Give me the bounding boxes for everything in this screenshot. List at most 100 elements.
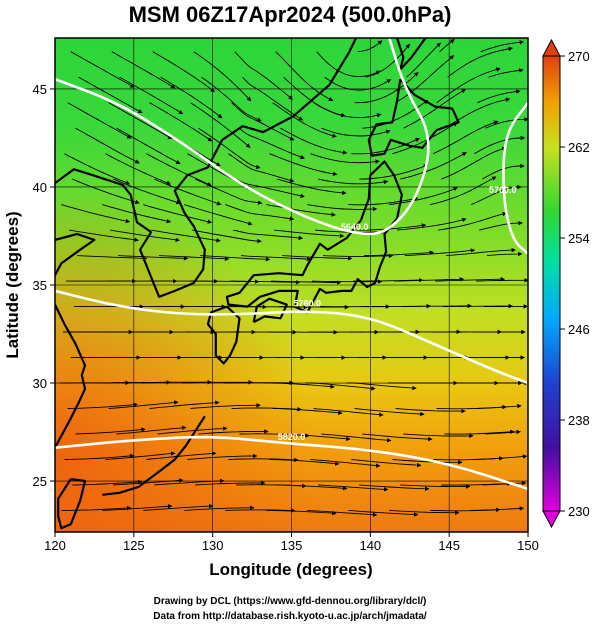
- streamline-42: [444, 429, 515, 435]
- streamline-19: [400, 484, 471, 489]
- colorbar-tick-label-3: 246: [568, 322, 590, 337]
- streamline-12: [113, 478, 184, 486]
- streamline-114: [200, 255, 271, 262]
- streamline-104: [230, 280, 301, 285]
- streamline-47: [190, 403, 261, 409]
- streamline-129: [356, 223, 427, 231]
- colorbar-body: [542, 55, 561, 512]
- streamline-150: [318, 178, 389, 185]
- streamline-135: [143, 204, 213, 224]
- streamline-193: [283, 76, 346, 118]
- streamline-159: [228, 153, 295, 183]
- streamline-7: [348, 509, 419, 517]
- streamline-38: [280, 433, 351, 442]
- streamline-18: [359, 484, 430, 491]
- streamline-172: [321, 127, 391, 137]
- colorbar-tick-label-4: 238: [568, 413, 590, 428]
- streamline-36: [198, 429, 269, 435]
- streamline-110: [475, 278, 528, 283]
- streamline-26: [228, 457, 299, 463]
- streamline-165: [474, 135, 526, 155]
- streamline-186: [436, 67, 501, 104]
- y-axis-ticks: 25 30 35 40 45: [33, 82, 55, 489]
- y-tick-label-1: 30: [33, 376, 47, 391]
- streamline-34: [116, 425, 187, 435]
- y-axis-label: Latitude (degrees): [3, 211, 22, 358]
- streamline-141: [389, 187, 458, 206]
- streamline-174: [403, 88, 467, 129]
- streamline-170: [239, 127, 305, 160]
- streamline-180: [190, 102, 251, 148]
- streamline-16: [277, 484, 348, 491]
- streamline-138: [266, 204, 336, 217]
- streamline-169: [198, 127, 261, 169]
- streamline-164: [433, 120, 499, 155]
- streamline-46: [149, 400, 220, 409]
- streamline-200: [111, 51, 176, 89]
- colorbar-tick-label-5: 230: [568, 504, 590, 519]
- colorbar: 270 262 254 246 238 230: [542, 38, 590, 529]
- coastline-shandong: [55, 232, 96, 276]
- y-tick-label-0: 25: [33, 474, 47, 489]
- streamline-28: [310, 459, 381, 468]
- streamline-13: [154, 478, 225, 486]
- streamline-4: [225, 508, 296, 513]
- streamline-207: [439, 38, 455, 53]
- coastline-honshu-north: [225, 160, 403, 314]
- streamline-45: [108, 400, 179, 409]
- streamline-185: [395, 55, 455, 104]
- streamline-40: [362, 433, 433, 442]
- streamline-136: [184, 204, 253, 226]
- colorbar-tick-label-2: 254: [568, 231, 590, 246]
- streamline-8: [389, 509, 460, 515]
- streamline-122: [69, 229, 139, 242]
- streamline-117: [322, 253, 394, 259]
- x-axis-ticks: 120 125 130 135 140 145 150: [44, 532, 539, 553]
- streamline-23: [105, 451, 176, 460]
- streamline-39: [321, 433, 392, 443]
- contour-label-1: 5700.0: [489, 185, 517, 195]
- streamline-131: [438, 211, 507, 231]
- streamline-137: [225, 204, 295, 221]
- streamline-197: [447, 46, 514, 78]
- streamline-111: [77, 255, 148, 261]
- streamline-108: [393, 277, 465, 282]
- streamline-112: [118, 255, 189, 261]
- streamline-187: [477, 89, 521, 104]
- streamline-125: [192, 229, 262, 244]
- streamline-11: [72, 479, 143, 486]
- streamline-43: [485, 429, 521, 435]
- coastline-china-north: [55, 168, 94, 184]
- coastline-korea-west: [92, 174, 152, 234]
- streamline-192: [242, 76, 304, 121]
- streamline-205: [316, 51, 381, 78]
- streamline-29: [351, 459, 422, 468]
- credit-line-1: Drawing by DCL (https://www.gfd-dennou.o…: [154, 596, 427, 607]
- streamline-201: [152, 51, 215, 93]
- coastline-china-east: [55, 304, 87, 449]
- streamline-191: [201, 76, 262, 122]
- streamline-184: [354, 72, 419, 104]
- streamline-50: [313, 408, 384, 417]
- streamline-2: [143, 503, 214, 511]
- streamline-116: [281, 255, 353, 261]
- colorbar-tick-label-1: 262: [568, 140, 590, 155]
- streamline-35: [157, 426, 228, 435]
- streamline-203: [234, 51, 294, 100]
- streamline-120: [445, 247, 517, 257]
- streamline-194: [324, 76, 392, 91]
- streamline-188: [78, 76, 143, 114]
- streamline-196: [406, 42, 441, 78]
- x-tick-label-1: 125: [123, 538, 145, 553]
- streamline-62: [346, 382, 417, 391]
- streamline-41: [403, 433, 474, 439]
- streamline-126: [233, 229, 304, 241]
- streamline-27: [269, 459, 340, 466]
- streamline-121: [486, 251, 523, 257]
- streamline-149: [277, 178, 347, 196]
- streamline-156: [105, 153, 172, 185]
- streamline-58: [182, 380, 253, 385]
- streamline-44: [67, 402, 138, 409]
- coastline-korea: [139, 139, 224, 298]
- streamline-139: [307, 204, 378, 212]
